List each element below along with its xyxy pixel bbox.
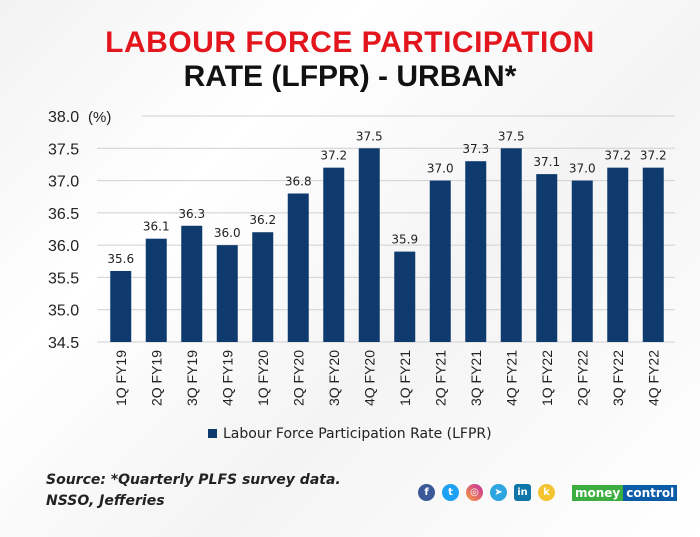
bar [145,238,167,342]
x-tick-label: 3Q FY20 [326,350,342,406]
linkedin-icon[interactable]: in [514,484,531,501]
x-tick-label: 4Q FY21 [503,350,519,406]
data-label: 36.3 [178,207,205,221]
y-tick-label: 36.5 [48,206,79,223]
x-tick-label: 4Q FY19 [219,350,235,406]
koo-icon[interactable]: k [538,484,555,501]
data-label: 37.5 [498,129,525,143]
social-icons: f t ◎ ➤ in k money control [418,484,678,501]
y-tick-label: 34.5 [48,335,79,352]
legend-swatch [208,429,217,438]
logo-part1: money [572,484,624,501]
moneycontrol-logo: money control [572,484,678,501]
bar [429,180,451,342]
x-tick-label: 4Q FY22 [645,350,661,406]
data-label: 37.2 [320,149,347,163]
data-label: 35.6 [107,252,134,266]
bar [287,193,309,342]
bar [536,174,558,342]
legend-label: Labour Force Participation Rate (LFPR) [223,426,492,442]
bar [607,167,629,342]
source-line-2: NSSO, Jefferies [46,493,165,509]
source-note: Source: *Quarterly PLFS survey data. NSSO… [46,470,341,512]
y-tick-label: 35.0 [48,303,79,320]
twitter-icon[interactable]: t [442,484,459,501]
data-label: 35.9 [391,233,418,247]
data-label: 37.5 [356,129,383,143]
facebook-icon[interactable]: f [418,484,435,501]
x-tick-label: 1Q FY20 [255,350,271,406]
bar [252,232,274,342]
bar [110,270,132,342]
unit-label: (%) [88,109,111,126]
telegram-icon[interactable]: ➤ [490,484,507,501]
data-label: 37.2 [604,149,631,163]
y-tick-label: 35.5 [48,270,79,287]
x-tick-label: 2Q FY20 [290,350,306,406]
data-label: 36.0 [214,226,241,240]
bar [394,251,416,342]
bar [323,167,345,342]
bar [465,161,487,342]
x-tick-label: 1Q FY21 [397,350,413,406]
x-tick-label: 3Q FY22 [610,350,626,406]
data-label: 36.2 [249,213,276,227]
data-label: 36.1 [143,220,170,234]
instagram-icon[interactable]: ◎ [466,484,483,501]
data-label: 37.3 [462,142,489,156]
data-label: 37.2 [640,149,667,163]
x-tick-label: 3Q FY21 [468,350,484,406]
bar [216,245,238,342]
y-tick-label: 36.0 [48,238,79,255]
data-label: 37.1 [533,155,560,169]
y-tick-label: 37.0 [48,174,79,191]
data-label: 37.0 [569,162,596,176]
bar [358,148,380,342]
bar-chart: 34.5 35.0 35.5 36.0 36.5 37.0 37.5 38.0 (%) 35.6 1… [48,109,675,442]
bar [642,167,664,342]
x-tick-label: 2Q FY21 [432,350,448,406]
y-tick-label: 37.5 [48,141,79,158]
source-line-1: Source: *Quarterly PLFS survey data. [46,472,341,488]
x-tick-label: 1Q FY19 [113,350,129,406]
bar [181,225,203,342]
x-tick-label: 2Q FY19 [148,350,164,406]
x-tick-label: 1Q FY22 [539,350,555,406]
y-tick-label: 38.0 [48,109,79,126]
chart-title-line1: LABOUR FORCE PARTICIPATION [105,26,595,59]
data-label: 37.0 [427,162,454,176]
x-tick-label: 2Q FY22 [574,350,590,406]
data-label: 36.8 [285,174,312,188]
x-tick-label: 4Q FY20 [361,350,377,406]
bar [571,180,593,342]
x-tick-label: 3Q FY19 [184,350,200,406]
logo-part2: control [623,484,678,501]
bar [500,148,522,342]
chart-title-line2: RATE (LFPR) - URBAN* [183,60,517,93]
